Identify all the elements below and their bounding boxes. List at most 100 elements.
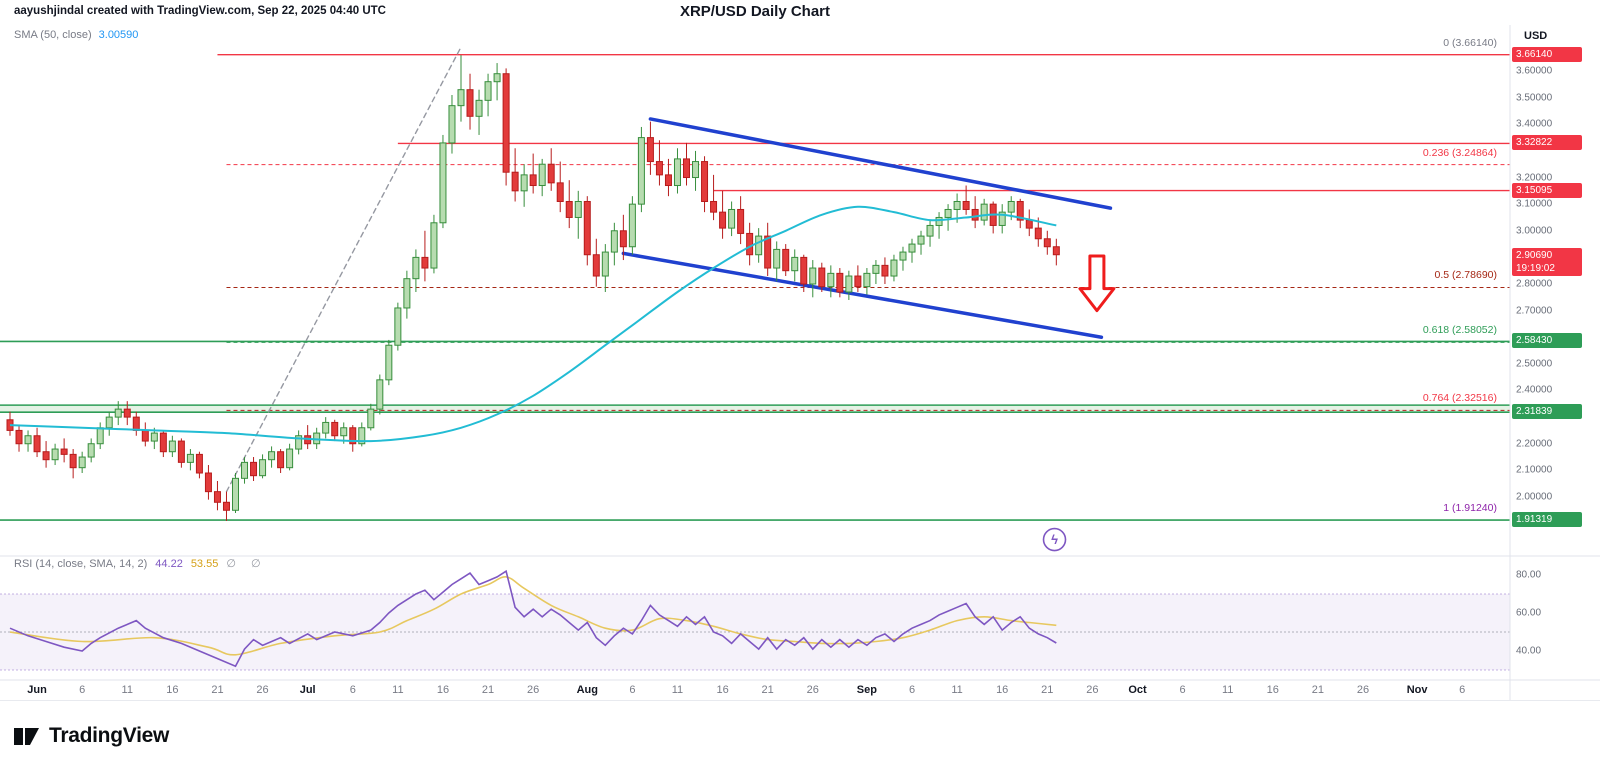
candle	[872, 264, 880, 274]
fib-level-label: 0 (3.66140)	[1443, 36, 1497, 49]
tradingview-logo-icon	[14, 727, 39, 745]
trendline	[621, 251, 1104, 340]
price-badge: 2.90690 19:19:02	[1512, 247, 1582, 276]
candle	[1016, 200, 1024, 221]
time-axis-day-label: 21	[481, 684, 495, 696]
time-axis-month-label: Nov	[1406, 684, 1428, 696]
chart-canvas[interactable]: ϟ	[0, 0, 1600, 700]
candle	[394, 307, 402, 346]
candle	[87, 443, 95, 458]
candle	[962, 200, 970, 210]
candle	[583, 200, 591, 256]
candle	[917, 235, 925, 245]
candle	[105, 416, 113, 429]
candle	[403, 278, 411, 309]
down-arrow-icon[interactable]	[1078, 254, 1116, 313]
fib-level-label: 0.764 (2.32516)	[1422, 392, 1497, 405]
candle	[854, 275, 862, 288]
candle	[592, 254, 600, 277]
sma50-line[interactable]	[9, 205, 1057, 443]
candle	[358, 427, 366, 445]
candle	[520, 174, 528, 192]
candle	[195, 453, 203, 474]
time-axis-month-label: Sep	[856, 684, 877, 696]
candlestick-series[interactable]	[6, 55, 1060, 521]
candle	[60, 448, 68, 455]
candle	[385, 344, 393, 381]
candle	[908, 243, 916, 253]
price-tick: 2.50000	[1516, 358, 1553, 370]
time-axis-day-label: 26	[1356, 684, 1370, 696]
candle	[259, 459, 267, 477]
time-axis-day-label: 26	[256, 684, 269, 696]
chart-title: XRP/USD Daily Chart	[679, 3, 831, 20]
candle	[899, 251, 907, 261]
price-tick: 3.60000	[1516, 65, 1553, 77]
time-axis-month-label: Oct	[1128, 684, 1147, 696]
candle	[881, 264, 889, 277]
candle	[565, 200, 573, 218]
time-axis-day-label: 26	[806, 684, 819, 696]
candle	[222, 501, 230, 511]
time-axis-day-label: 21	[1311, 684, 1325, 696]
fib-level-label: 0.618 (2.58052)	[1422, 324, 1497, 337]
price-badge: 1.91319	[1512, 512, 1582, 528]
time-axis-day-label: 6	[349, 684, 356, 696]
time-axis-day-label: 11	[392, 684, 404, 696]
tradingview-link[interactable]: TradingView	[12, 723, 169, 749]
price-badge: 2.58430	[1512, 333, 1582, 349]
time-axis-month-label: Jun	[27, 684, 47, 696]
candle	[646, 137, 654, 163]
rsi-band	[0, 593, 1510, 671]
time-axis-day-label: 11	[671, 684, 684, 696]
candle	[439, 142, 447, 224]
candle	[430, 222, 438, 269]
candle	[295, 435, 303, 450]
time-axis-day-label: 6	[1179, 684, 1186, 696]
fib-level-label: 0.5 (2.78690)	[1434, 269, 1497, 282]
time-axis-day-label: 16	[1266, 684, 1279, 696]
price-tick: 2.70000	[1516, 305, 1553, 317]
candle	[466, 89, 474, 117]
fib-level-label: 1 (1.91240)	[1443, 502, 1497, 515]
time-axis-day-label: 11	[1221, 684, 1234, 696]
candle	[529, 174, 537, 187]
time-axis-day-label: 16	[436, 684, 450, 696]
candle	[619, 230, 627, 248]
candle	[475, 99, 483, 117]
price-tick: 3.20000	[1516, 172, 1553, 184]
candle	[926, 224, 934, 237]
candle	[322, 421, 330, 434]
candle	[177, 440, 185, 463]
candle	[800, 256, 808, 285]
candle	[845, 275, 853, 293]
candle	[737, 208, 745, 234]
candle	[935, 216, 943, 226]
sma-legend[interactable]: SMA (50, close) 3.00590	[14, 29, 138, 41]
time-axis-day-label: 26	[527, 684, 540, 696]
candle	[24, 435, 32, 445]
candle	[42, 451, 50, 461]
candle	[268, 451, 276, 461]
horizontal-levels[interactable]	[0, 54, 1510, 521]
rsi-legend[interactable]: RSI (14, close, SMA, 14, 2) 44.22 53.55 ∅ ∅	[14, 557, 267, 570]
candle	[637, 137, 645, 205]
candle	[944, 208, 952, 218]
candle	[574, 200, 582, 218]
candle	[15, 429, 23, 445]
candle	[51, 448, 59, 461]
rsi-tick: 40.00	[1516, 645, 1542, 657]
candle	[412, 256, 420, 280]
sma-legend-label: SMA (50, close)	[14, 29, 92, 41]
rsi-line[interactable]	[9, 569, 1057, 668]
candle	[791, 256, 799, 272]
flash-badge-icon[interactable]	[1042, 527, 1067, 552]
price-tick: 3.40000	[1516, 118, 1553, 130]
candle	[69, 453, 77, 469]
candle	[998, 211, 1006, 226]
candle	[502, 73, 510, 173]
rsi-tick: 80.00	[1516, 569, 1542, 581]
countdown-timer: 19:19:02	[1516, 262, 1555, 274]
trendlines[interactable]	[225, 46, 1113, 493]
